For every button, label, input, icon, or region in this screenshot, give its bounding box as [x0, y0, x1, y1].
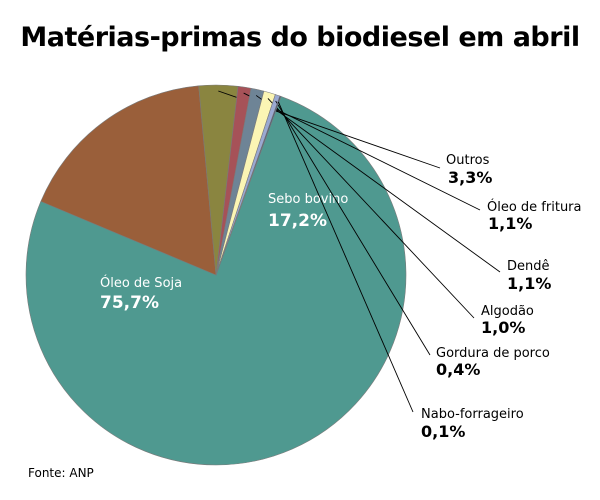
slice-value-nabo-forrageiro: 0,1% [421, 422, 465, 441]
leader-line-algodao [267, 98, 475, 319]
slice-value-sebo-bovino: 17,2% [268, 211, 327, 231]
slice-value-dende: 1,1% [507, 274, 551, 293]
slice-value-algodao: 1,0% [481, 318, 525, 337]
pie-slice-sebo-bovino [40, 85, 217, 276]
leader-line-dende [255, 95, 501, 273]
leader-line-nabo-forrageiro [277, 101, 414, 413]
slice-value-outros: 3,3% [448, 168, 492, 187]
leader-line-gordura-de-porco [275, 100, 431, 356]
slice-label-algodao: Algodão [481, 304, 534, 319]
slice-label-outros: Outros [446, 153, 490, 168]
slice-value-gordura-de-porco: 0,4% [436, 360, 480, 379]
slice-label-oleo-de-fritura: Óleo de fritura [487, 199, 582, 215]
slice-value-oleo-de-soja: 75,7% [100, 293, 159, 313]
slice-label-gordura-de-porco: Gordura de porco [436, 346, 550, 361]
pie-slice-nabo-forrageiro [215, 95, 282, 276]
source-note: Fonte: ANP [28, 466, 94, 480]
slice-label-nabo-forrageiro: Nabo-forrageiro [421, 407, 524, 422]
slice-label-oleo-de-soja: Óleo de Soja [100, 275, 182, 291]
slice-value-oleo-de-fritura: 1,1% [488, 214, 532, 233]
slice-label-dende: Dendê [507, 259, 550, 274]
pie-slice-oleo-de-soja [25, 96, 407, 466]
slice-label-sebo-bovino: Sebo bovino [268, 192, 348, 207]
chart-title: Matérias-primas do biodiesel em abril [20, 22, 580, 53]
